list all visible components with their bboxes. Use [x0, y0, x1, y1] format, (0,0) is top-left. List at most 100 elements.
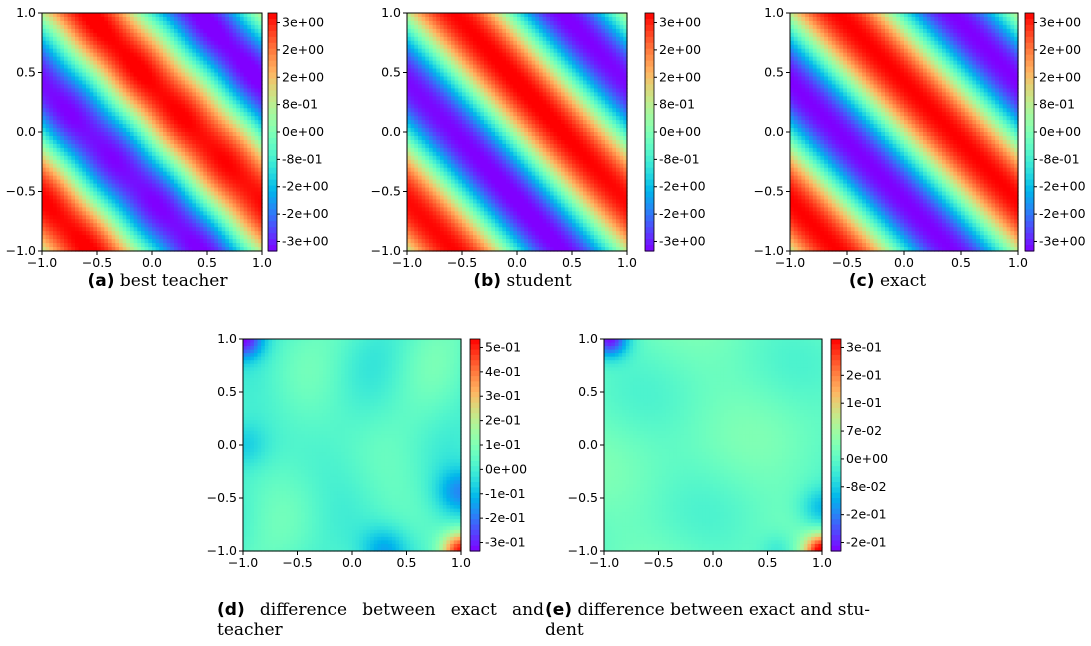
y-tick-label-c: 0.5	[764, 65, 784, 80]
chart-c: −1.0 −0.5 0.0 0.5 1.0 −1.0 −0.5 0.0 0.5 1.0 3e+00 2…	[754, 5, 1086, 270]
colorbar-tick-label-d: 4e-01	[485, 364, 521, 379]
x-tick-label-a: 1.0	[252, 255, 272, 270]
colorbar-tick-label-c: -2e+00	[1039, 179, 1086, 194]
colorbar-tick-label-e: 1e-01	[846, 395, 882, 410]
caption-c: (c) exact	[775, 271, 1000, 291]
colorbar-tick-label-b: 2e+00	[659, 42, 701, 57]
plot-area-d	[243, 339, 462, 552]
caption-e-text: difference between exact and stu-dent	[545, 600, 871, 640]
x-tick-label-d: 0.0	[342, 555, 362, 570]
y-tick-label-a: 1.0	[16, 5, 36, 20]
colorbar-tick-label-d: -1e-01	[485, 486, 526, 501]
colorbar-b	[644, 12, 655, 252]
x-tick-label-c: 0.0	[894, 255, 914, 270]
colorbar-tick-label-a: -2e+00	[282, 179, 329, 194]
x-tick-label-c: 1.0	[1008, 255, 1028, 270]
x-tick-label-c: 0.5	[951, 255, 971, 270]
colorbar-tick-label-c: -8e-01	[1039, 151, 1080, 166]
colorbar-tick-label-b: 2e+00	[659, 69, 701, 84]
panel-b: −1.0 −0.5 0.0 0.5 1.0 −1.0 −0.5 0.0 0.5 1.0 3e+00 2…	[365, 0, 725, 275]
y-tick-label-b: 0.5	[381, 65, 401, 80]
colorbar-tick-label-b: -2e+00	[659, 179, 706, 194]
y-tick-label-a: 0.5	[16, 65, 36, 80]
caption-a-tag: (a)	[87, 271, 115, 291]
y-tick-label-c: −1.0	[754, 243, 784, 258]
y-tick-label-e: −0.5	[568, 490, 598, 505]
colorbar-tick-label-d: -3e-01	[485, 535, 526, 550]
colorbar-tick-label-d: 0e+00	[485, 461, 527, 476]
colorbar-tick-label-b: -3e+00	[659, 233, 706, 248]
colorbar-c	[1024, 12, 1035, 252]
colorbar-tick-label-d: -2e-01	[485, 510, 526, 525]
y-tick-label-b: −0.5	[371, 184, 401, 199]
y-tick-label-e: 0.5	[578, 384, 598, 399]
y-tick-label-b: 1.0	[381, 5, 401, 20]
colorbar-tick-label-a: 0e+00	[282, 124, 324, 139]
colorbar-tick-label-c: 3e+00	[1039, 15, 1081, 30]
x-tick-label-a: 0.0	[142, 255, 162, 270]
caption-e-tag: (e)	[545, 600, 573, 620]
colorbar-e	[830, 338, 842, 552]
chart-a: −1.0 −0.5 0.0 0.5 1.0 −1.0 −0.5 0.0 0.5 1.0 3e+00 2…	[6, 5, 329, 270]
colorbar-tick-label-e: 7e-02	[846, 423, 882, 438]
caption-d-tag: (d)	[217, 600, 245, 620]
colorbar-tick-label-c: 2e+00	[1039, 42, 1081, 57]
y-tick-label-d: 1.0	[217, 331, 237, 346]
caption-e: (e) difference between exact and stu-den…	[545, 600, 875, 640]
colorbar-a	[267, 12, 278, 252]
x-tick-label-d: 1.0	[451, 555, 471, 570]
y-tick-label-d: −1.0	[207, 543, 237, 558]
colorbar-tick-label-e: 3e-01	[846, 339, 882, 354]
x-tick-label-e: 0.5	[758, 555, 778, 570]
y-tick-label-e: 0.0	[578, 437, 598, 452]
caption-a: (a) best teacher	[45, 271, 270, 291]
y-tick-label-d: −0.5	[207, 490, 237, 505]
chart-d: −1.0 −0.5 0.0 0.5 1.0 −1.0 −0.5 0.0 0.5 1.0 5e-01 4…	[207, 331, 527, 570]
x-tick-label-b: −0.5	[447, 255, 477, 270]
y-tick-label-e: 1.0	[578, 331, 598, 346]
colorbar-tick-label-c: 8e-01	[1039, 97, 1075, 112]
caption-c-tag: (c)	[848, 271, 875, 291]
plot-area-a	[42, 13, 263, 252]
colorbar-tick-label-a: 2e+00	[282, 42, 324, 57]
colorbar-tick-label-e: -2e-01	[846, 507, 887, 522]
x-tick-label-b: 0.5	[562, 255, 582, 270]
colorbar-tick-label-e: 2e-01	[846, 367, 882, 382]
colorbar-tick-label-a: -3e+00	[282, 233, 329, 248]
x-tick-label-a: −0.5	[82, 255, 112, 270]
panel-d: −1.0 −0.5 0.0 0.5 1.0 −1.0 −0.5 0.0 0.5 1.0 5e-01 4…	[205, 325, 555, 573]
caption-c-text: exact	[879, 271, 927, 291]
colorbar-d	[469, 338, 481, 552]
x-tick-label-e: −1.0	[589, 555, 619, 570]
x-tick-label-d: −1.0	[228, 555, 258, 570]
y-tick-label-c: −0.5	[754, 184, 784, 199]
panel-c: −1.0 −0.5 0.0 0.5 1.0 −1.0 −0.5 0.0 0.5 1.0 3e+00 2…	[730, 0, 1090, 275]
y-tick-label-b: −1.0	[371, 243, 401, 258]
plot-area-b	[407, 13, 628, 252]
chart-b: −1.0 −0.5 0.0 0.5 1.0 −1.0 −0.5 0.0 0.5 1.0 3e+00 2…	[371, 5, 706, 270]
colorbar-tick-label-d: 2e-01	[485, 413, 521, 428]
colorbar-tick-label-d: 5e-01	[485, 339, 521, 354]
panel-e: −1.0 −0.5 0.0 0.5 1.0 −1.0 −0.5 0.0 0.5 1.0 3e-01 2…	[560, 325, 910, 573]
caption-d-text: difference between exact and teacher	[217, 600, 544, 640]
x-tick-label-c: −1.0	[775, 255, 805, 270]
x-tick-label-d: −0.5	[282, 555, 312, 570]
colorbar-tick-label-a: -2e+00	[282, 206, 329, 221]
colorbar-tick-label-b: -2e+00	[659, 206, 706, 221]
y-tick-label-d: 0.5	[217, 384, 237, 399]
y-tick-label-e: −1.0	[568, 543, 598, 558]
x-tick-label-c: −0.5	[832, 255, 862, 270]
colorbar-tick-label-b: 8e-01	[659, 97, 695, 112]
caption-d: (d) difference between exact and teacher	[217, 600, 544, 640]
colorbar-tick-label-b: 0e+00	[659, 124, 701, 139]
y-tick-label-a: −0.5	[6, 184, 36, 199]
y-tick-label-d: 0.0	[217, 437, 237, 452]
colorbar-tick-label-c: 2e+00	[1039, 69, 1081, 84]
x-tick-label-d: 0.5	[397, 555, 417, 570]
colorbar-tick-label-c: -2e+00	[1039, 206, 1086, 221]
y-tick-label-c: 0.0	[764, 124, 784, 139]
y-tick-label-a: 0.0	[16, 124, 36, 139]
colorbar-tick-label-a: 8e-01	[282, 97, 318, 112]
y-tick-label-c: 1.0	[764, 5, 784, 20]
colorbar-tick-label-b: -8e-01	[659, 151, 700, 166]
